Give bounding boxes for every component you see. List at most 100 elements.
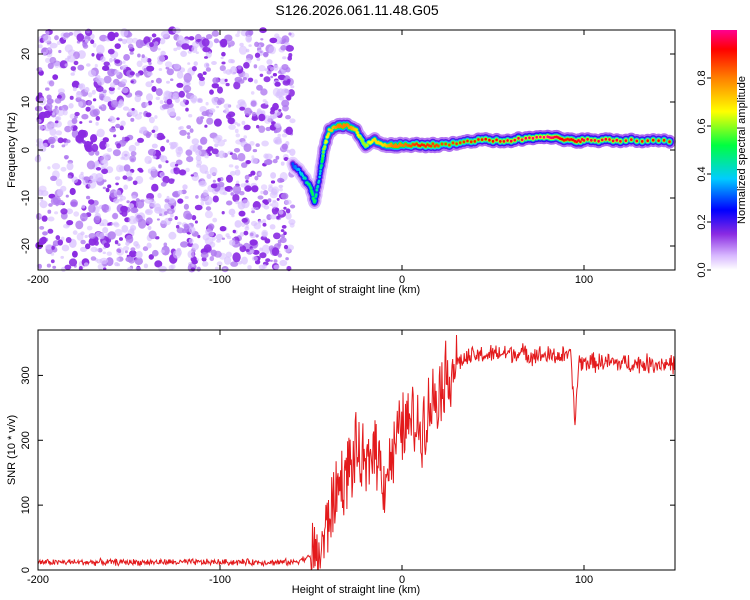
y-tick-label: 200 xyxy=(20,431,32,449)
noise-point xyxy=(204,170,209,175)
x-tick-label: -200 xyxy=(27,574,49,586)
noise-point xyxy=(228,208,236,216)
noise-point xyxy=(257,195,264,200)
noise-point xyxy=(69,95,74,100)
noise-point xyxy=(155,37,161,42)
noise-point xyxy=(78,266,83,271)
noise-point xyxy=(248,30,254,36)
noise-point xyxy=(62,109,68,116)
noise-point xyxy=(234,128,239,134)
noise-point xyxy=(235,133,241,138)
noise-point xyxy=(247,187,252,191)
noise-point xyxy=(212,217,218,223)
noise-point xyxy=(37,124,44,131)
noise-point xyxy=(273,232,281,240)
noise-point xyxy=(126,171,133,177)
noise-point xyxy=(105,237,110,242)
noise-point xyxy=(92,42,97,48)
noise-point xyxy=(82,41,87,48)
track-point xyxy=(662,138,666,142)
noise-point xyxy=(91,53,95,57)
noise-point xyxy=(277,133,282,138)
noise-point xyxy=(123,54,130,61)
noise-point xyxy=(202,46,211,53)
noise-point xyxy=(80,171,84,175)
noise-point xyxy=(209,166,218,176)
noise-point xyxy=(232,185,242,195)
noise-point xyxy=(102,137,110,143)
noise-point xyxy=(281,143,288,150)
noise-point xyxy=(154,260,163,268)
colorbar-ticks: 0.0 0.2 0.4 0.6 0.8 xyxy=(696,70,711,278)
noise-point xyxy=(225,233,230,238)
noise-point xyxy=(237,260,243,265)
noise-point xyxy=(139,126,148,135)
noise-point xyxy=(233,148,241,153)
noise-point xyxy=(280,161,285,166)
noise-point xyxy=(273,64,279,71)
noise-point xyxy=(147,148,157,156)
noise-point xyxy=(201,111,209,117)
noise-point xyxy=(157,55,166,63)
noise-point xyxy=(36,67,43,72)
noise-point xyxy=(119,237,123,241)
noise-point xyxy=(280,45,287,51)
noise-point xyxy=(91,143,99,152)
noise-point xyxy=(217,181,225,188)
spectrogram-x-label: Height of straight line (km) xyxy=(292,284,420,296)
noise-point xyxy=(197,145,203,151)
noise-point xyxy=(97,263,104,270)
noise-point xyxy=(48,203,53,207)
track-point xyxy=(462,140,466,144)
track-point xyxy=(488,138,491,142)
noise-point xyxy=(151,143,158,149)
noise-point xyxy=(80,246,88,252)
noise-point xyxy=(47,166,51,170)
noise-point xyxy=(60,208,68,215)
noise-point xyxy=(99,155,109,165)
noise-point xyxy=(185,167,190,173)
noise-point xyxy=(102,96,111,103)
noise-point xyxy=(121,225,129,233)
noise-point xyxy=(101,204,109,211)
track-point xyxy=(524,136,528,140)
noise-point xyxy=(186,214,193,220)
noise-point xyxy=(254,175,259,181)
noise-point xyxy=(40,47,49,56)
noise-point xyxy=(212,195,219,203)
noise-point xyxy=(210,183,218,189)
noise-point xyxy=(204,210,213,219)
noise-point xyxy=(265,126,271,132)
noise-point xyxy=(98,156,102,161)
noise-point xyxy=(54,97,62,104)
noise-point xyxy=(285,257,289,261)
noise-point xyxy=(281,99,290,108)
noise-point xyxy=(202,189,209,197)
noise-point xyxy=(72,250,78,258)
noise-point xyxy=(103,75,112,84)
noise-point xyxy=(107,31,116,41)
noise-point xyxy=(189,94,198,103)
noise-point xyxy=(181,43,190,50)
noise-point xyxy=(271,247,280,256)
track-point xyxy=(431,142,435,146)
noise-point xyxy=(151,86,157,92)
noise-point xyxy=(122,106,130,111)
noise-point xyxy=(195,51,199,54)
noise-point xyxy=(146,93,153,102)
noise-point xyxy=(111,222,115,226)
noise-point xyxy=(50,175,58,181)
noise-point xyxy=(232,252,241,263)
noise-point xyxy=(256,57,261,62)
track-point xyxy=(491,139,495,143)
noise-point xyxy=(282,56,287,60)
noise-point xyxy=(251,116,259,121)
noise-point xyxy=(249,239,258,246)
noise-point xyxy=(145,217,153,225)
noise-point xyxy=(207,223,215,230)
noise-point xyxy=(71,118,78,124)
noise-point xyxy=(176,151,182,158)
noise-point xyxy=(107,147,113,153)
noise-point xyxy=(249,249,255,254)
noise-point xyxy=(283,157,289,161)
